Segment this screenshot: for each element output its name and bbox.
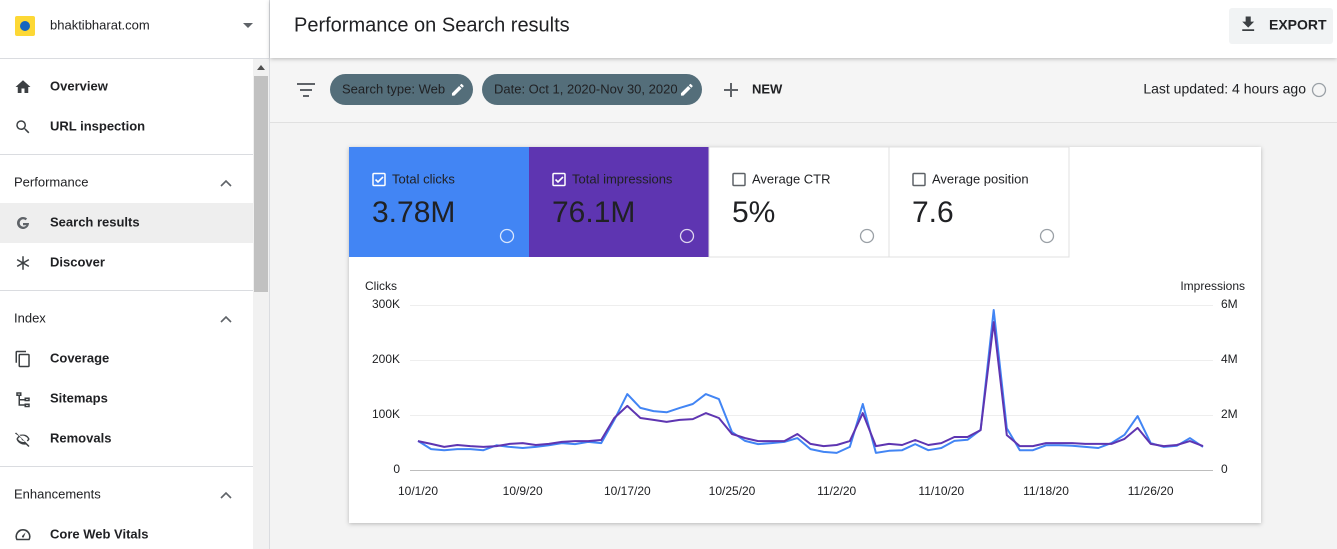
section-chevron[interactable] — [220, 179, 232, 187]
nav-item[interactable]: Coverage — [50, 350, 109, 365]
x-tick-label: 11/10/20 — [918, 484, 964, 498]
x-tick-label: 10/25/20 — [709, 484, 756, 498]
nav-icon — [16, 256, 30, 270]
metric-label: Total clicks — [392, 171, 455, 186]
y-tick-label: 300K — [372, 297, 400, 311]
nav-icon — [15, 528, 31, 541]
metric-value: 7.6 — [912, 196, 954, 229]
header — [270, 0, 1337, 58]
y-tick-label: 100K — [372, 407, 400, 421]
metric-checkbox[interactable] — [552, 172, 566, 187]
section-chevron[interactable] — [220, 315, 232, 323]
nav-item[interactable]: Core Web Vitals — [50, 526, 149, 541]
page-title: Performance on Search results — [294, 14, 570, 36]
export-icon — [1242, 16, 1255, 31]
help-icon[interactable] — [1311, 82, 1327, 98]
nav-item[interactable]: Overview — [50, 78, 109, 93]
property-name[interactable]: bhaktibharat.com — [50, 17, 150, 32]
nav-icon — [16, 216, 29, 229]
x-tick-label: 11/18/20 — [1023, 484, 1069, 498]
metric-tile[interactable] — [529, 147, 709, 257]
metric-label: Average CTR — [752, 171, 831, 186]
metric-checkbox[interactable] — [372, 172, 386, 187]
y2-tick-label: 4M — [1221, 352, 1238, 366]
scrollbar-arrow — [257, 65, 265, 70]
property-logo-mark — [20, 21, 30, 31]
metric-help[interactable] — [1039, 228, 1055, 244]
y2-tick-label: 6M — [1221, 297, 1238, 311]
metric-value: 76.1M — [552, 196, 635, 229]
y2-tick-label: 0 — [1221, 462, 1228, 476]
metric-tile[interactable] — [349, 147, 529, 257]
y-tick-label: 0 — [393, 462, 400, 476]
filter-chip-label[interactable]: Date: Oct 1, 2020-Nov 30, 2020 — [494, 81, 678, 96]
nav-item[interactable]: Removals — [50, 430, 111, 445]
x-tick-label: 10/1/20 — [398, 484, 438, 498]
export-label[interactable]: EXPORT — [1269, 17, 1327, 33]
metric-value: 3.78M — [372, 196, 455, 229]
new-icon[interactable] — [724, 83, 738, 97]
export-button[interactable] — [1229, 8, 1333, 44]
metric-label: Total impressions — [572, 171, 673, 186]
nav-item[interactable]: Discover — [50, 254, 105, 269]
nav-icon — [15, 80, 31, 93]
section-chevron[interactable] — [220, 491, 232, 499]
nav-icon — [15, 350, 30, 368]
y-tick-label: 200K — [372, 352, 400, 366]
nav-item[interactable]: Sitemaps — [50, 390, 108, 405]
metric-checkbox[interactable] — [732, 172, 746, 187]
filter-chip[interactable] — [330, 74, 473, 105]
metric-tile[interactable] — [708, 146, 890, 258]
nav-item[interactable]: Search results — [50, 214, 140, 229]
y2-axis-title: Impressions — [1180, 279, 1245, 293]
nav-icon — [16, 120, 30, 134]
x-tick-label: 11/2/20 — [817, 484, 856, 498]
series-line — [417, 309, 1204, 454]
chip-edit-icon — [451, 83, 464, 96]
nav-icon — [16, 392, 30, 408]
x-tick-label: 10/17/20 — [604, 484, 651, 498]
nav-icon — [14, 432, 30, 448]
metric-check — [374, 176, 384, 184]
section-title[interactable]: Index — [14, 310, 46, 325]
property-dropdown[interactable] — [243, 23, 253, 28]
last-updated: Last updated: 4 hours ago — [1143, 81, 1306, 97]
sidebar — [0, 0, 269, 549]
section-title[interactable]: Performance — [14, 174, 88, 189]
metric-help[interactable] — [859, 228, 875, 244]
chip-edit-icon — [680, 83, 693, 96]
filter-chip-label[interactable]: Search type: Web — [342, 81, 445, 96]
metric-tile[interactable] — [888, 146, 1070, 258]
y2-tick-label: 2M — [1221, 407, 1238, 421]
metric-checkbox[interactable] — [912, 172, 926, 187]
filter-chip[interactable] — [482, 74, 702, 105]
x-tick-label: 10/9/20 — [503, 484, 543, 498]
metric-value: 5% — [732, 196, 775, 229]
metric-help[interactable] — [499, 228, 515, 244]
new-filter[interactable]: NEW — [752, 81, 783, 96]
nav-active-bg — [0, 203, 253, 243]
metric-check — [554, 176, 564, 184]
scrollbar-thumb — [254, 76, 268, 292]
y-axis-title: Clicks — [365, 279, 397, 293]
metric-help[interactable] — [679, 228, 695, 244]
x-tick-label: 11/26/20 — [1128, 484, 1174, 498]
section-title[interactable]: Enhancements — [14, 486, 101, 501]
series-line — [417, 321, 1204, 448]
metric-label: Average position — [932, 171, 1029, 186]
nav-item[interactable]: URL inspection — [50, 118, 145, 133]
